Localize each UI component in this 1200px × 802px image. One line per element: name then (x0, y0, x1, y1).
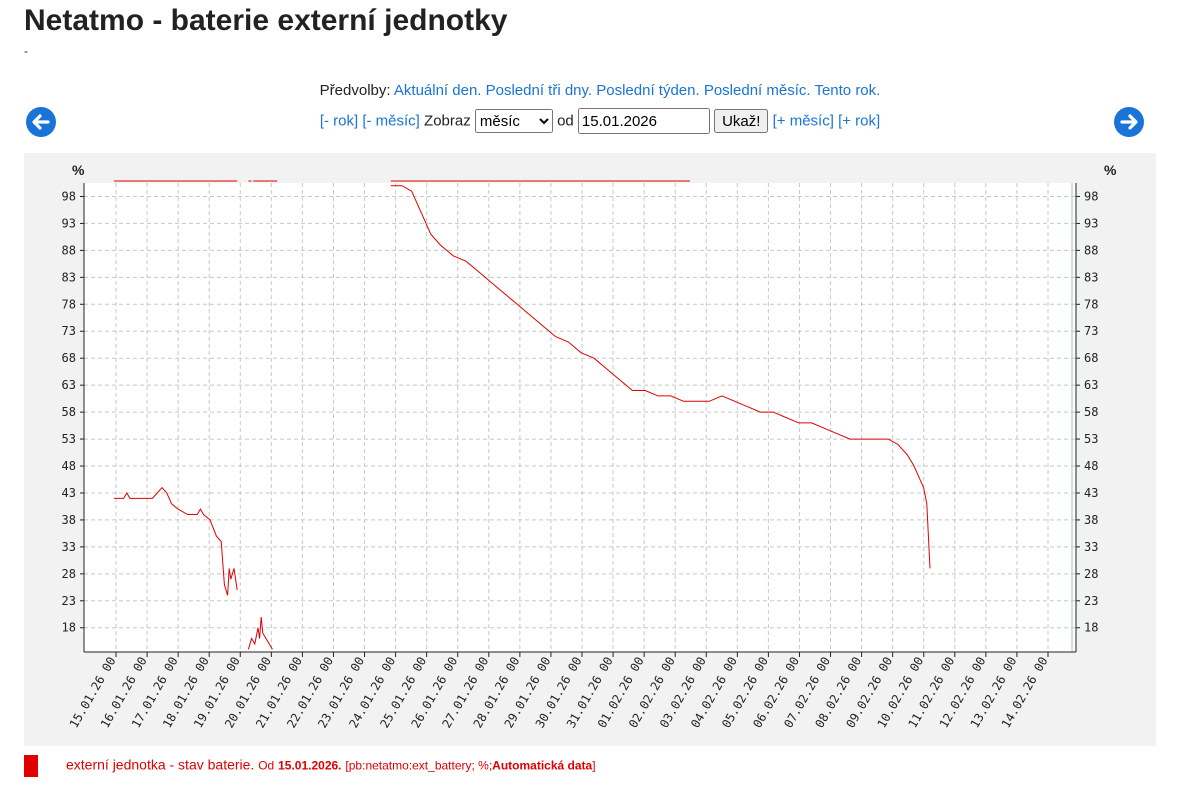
y-axis-unit-left: % (72, 162, 85, 178)
preset-last-week[interactable]: Poslední týden. (596, 82, 700, 99)
y-tick-label-left: 58 (62, 405, 76, 419)
chart-legend: externí jednotka - stav baterie. Od 15.0… (24, 755, 596, 777)
legend-from-date: 15.01.2026. (278, 758, 342, 773)
next-month-link[interactable]: [+ měsíc] (772, 112, 834, 130)
y-tick-label-left: 78 (62, 297, 76, 311)
battery-chart: 98 98 93 93 88 88 83 83 78 78 73 73 68 68 63 63 58 58 53 53… (24, 153, 1156, 746)
date-input[interactable] (577, 108, 710, 134)
y-tick-label-left: 28 (62, 567, 76, 581)
legend-series-name: externí jednotka - stav baterie. (66, 756, 255, 773)
y-tick-label-left: 73 (62, 324, 76, 338)
y-tick-label-right: 83 (1084, 270, 1098, 284)
prev-year-link[interactable]: [- rok] (319, 112, 359, 130)
plot-area (84, 183, 1076, 652)
y-tick-label-right: 28 (1084, 567, 1098, 581)
y-tick-label-left: 43 (62, 486, 76, 500)
next-year-link[interactable]: [+ rok] (838, 112, 881, 130)
y-tick-label-left: 23 (62, 594, 76, 608)
legend-swatch (24, 755, 38, 777)
series-main-line (390, 185, 931, 569)
y-tick-label-right: 53 (1084, 432, 1098, 446)
y-tick-label-right: 98 (1084, 189, 1098, 203)
y-tick-label-left: 68 (62, 351, 76, 365)
y-tick-label-left: 83 (62, 270, 76, 284)
legend-source: Automatická data (492, 758, 593, 773)
presets-label: Předvolby: (319, 82, 391, 99)
y-tick-label-right: 48 (1084, 459, 1098, 473)
y-tick-label-left: 53 (62, 432, 76, 446)
y-tick-label-right: 33 (1084, 540, 1098, 554)
y-tick-label-left: 63 (62, 378, 76, 392)
next-period-button[interactable] (1114, 107, 1144, 137)
legend-from-label: Od (258, 758, 275, 773)
series-line-segment (114, 486, 238, 596)
page-subtitle: - (24, 44, 28, 58)
y-tick-label-right: 23 (1084, 594, 1098, 608)
preset-last-three-days[interactable]: Poslední tři dny. (485, 82, 593, 99)
y-tick-label-right: 43 (1084, 486, 1098, 500)
y-tick-label-right: 58 (1084, 405, 1098, 419)
y-tick-label-left: 18 (62, 621, 76, 635)
y-tick-label-left: 33 (62, 540, 76, 554)
controls-bar: [- rok] [- měsíc] Zobraz měsíc od Ukaž! … (0, 108, 1200, 134)
prev-month-link[interactable]: [- měsíc] (362, 112, 420, 130)
grid-lines (84, 183, 1076, 652)
y-tick-label-right: 78 (1084, 297, 1098, 311)
show-button[interactable]: Ukaž! (714, 109, 769, 133)
y-tick-label-right: 18 (1084, 621, 1098, 635)
prev-period-button[interactable] (26, 107, 56, 137)
arrow-right-circle-icon (1120, 114, 1138, 130)
y-tick-label-left: 93 (62, 216, 76, 230)
y-tick-label-right: 93 (1084, 216, 1098, 230)
y-tick-label-left: 88 (62, 243, 76, 257)
preset-last-month[interactable]: Poslední měsíc. (703, 82, 811, 99)
presets-bar: Předvolby: Aktuální den. Poslední tři dn… (0, 82, 1200, 99)
y-tick-label-right: 38 (1084, 513, 1098, 527)
page-title: Netatmo - baterie externí jednotky (24, 4, 508, 37)
series-line-segment (247, 616, 273, 650)
range-select[interactable]: měsíc (474, 109, 553, 133)
arrow-left-circle-icon (32, 114, 50, 130)
preset-current-day[interactable]: Aktuální den. (393, 82, 482, 99)
show-label: Zobraz (424, 112, 471, 130)
legend-meta: [pb:netatmo:ext_battery; %; (345, 758, 493, 773)
from-label: od (557, 112, 574, 130)
y-tick-label-left: 98 (62, 189, 76, 203)
y-tick-label-left: 48 (62, 459, 76, 473)
y-tick-label-right: 68 (1084, 351, 1098, 365)
y-tick-label-right: 63 (1084, 378, 1098, 392)
legend-close: ] (592, 758, 596, 773)
y-tick-label-right: 88 (1084, 243, 1098, 257)
series-group (114, 180, 931, 650)
y-tick-label-right: 73 (1084, 324, 1098, 338)
y-axis-unit-right: % (1104, 162, 1117, 178)
preset-this-year[interactable]: Tento rok. (814, 82, 881, 99)
y-tick-label-left: 38 (62, 513, 76, 527)
